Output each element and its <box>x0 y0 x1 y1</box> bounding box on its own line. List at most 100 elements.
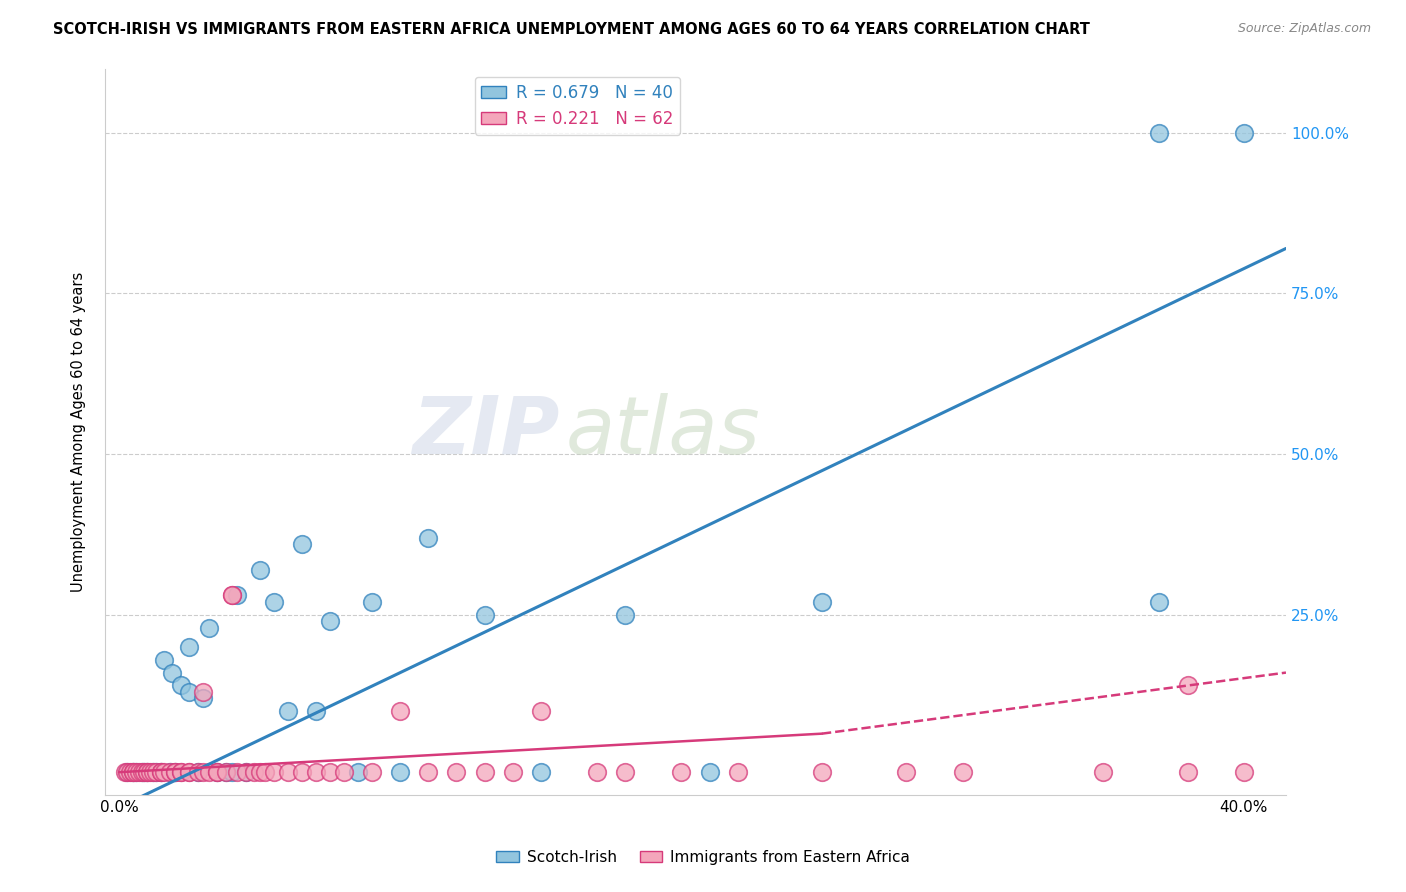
Point <box>170 765 193 780</box>
Legend: R = 0.679   N = 40, R = 0.221   N = 62: R = 0.679 N = 40, R = 0.221 N = 62 <box>474 77 681 135</box>
Point <box>277 704 299 718</box>
Point <box>145 765 167 780</box>
Point <box>389 704 412 718</box>
Point <box>142 765 165 780</box>
Point <box>671 765 693 780</box>
Point <box>614 607 637 622</box>
Point <box>530 765 553 780</box>
Point <box>153 765 176 780</box>
Point <box>139 765 162 780</box>
Point <box>162 665 184 680</box>
Point <box>122 765 145 780</box>
Point <box>474 607 496 622</box>
Point <box>170 765 193 780</box>
Point <box>474 765 496 780</box>
Point <box>179 685 201 699</box>
Point <box>1233 765 1256 780</box>
Point <box>361 765 384 780</box>
Point <box>179 765 201 780</box>
Point <box>291 765 314 780</box>
Point <box>120 765 142 780</box>
Point <box>145 765 167 780</box>
Point <box>165 765 187 780</box>
Point <box>153 653 176 667</box>
Point <box>122 765 145 780</box>
Point <box>361 595 384 609</box>
Point <box>418 765 440 780</box>
Point <box>198 621 221 635</box>
Point <box>221 589 243 603</box>
Point <box>1092 765 1115 780</box>
Point <box>263 765 285 780</box>
Point <box>117 765 139 780</box>
Point <box>305 765 328 780</box>
Point <box>319 765 342 780</box>
Point <box>305 704 328 718</box>
Point <box>159 765 181 780</box>
Point <box>221 765 243 780</box>
Legend: Scotch-Irish, Immigrants from Eastern Africa: Scotch-Irish, Immigrants from Eastern Af… <box>489 844 917 871</box>
Point <box>226 765 249 780</box>
Point <box>333 765 356 780</box>
Point <box>1149 126 1171 140</box>
Point <box>207 765 229 780</box>
Point <box>235 765 257 780</box>
Point <box>136 765 159 780</box>
Point <box>193 685 215 699</box>
Point <box>347 765 370 780</box>
Point <box>136 765 159 780</box>
Point <box>207 765 229 780</box>
Text: atlas: atlas <box>565 392 761 471</box>
Point <box>811 595 834 609</box>
Point <box>215 765 238 780</box>
Point <box>727 765 749 780</box>
Point <box>136 765 159 780</box>
Point <box>291 537 314 551</box>
Point <box>254 765 277 780</box>
Point <box>165 765 187 780</box>
Point <box>530 704 553 718</box>
Point <box>150 765 173 780</box>
Point <box>389 765 412 780</box>
Point <box>207 765 229 780</box>
Point <box>215 765 238 780</box>
Point <box>221 589 243 603</box>
Point <box>179 640 201 654</box>
Point <box>418 531 440 545</box>
Point <box>114 765 136 780</box>
Point <box>193 691 215 706</box>
Point <box>134 765 156 780</box>
Point <box>1233 126 1256 140</box>
Point <box>125 765 148 780</box>
Point <box>446 765 468 780</box>
Point <box>131 765 153 780</box>
Text: Source: ZipAtlas.com: Source: ZipAtlas.com <box>1237 22 1371 36</box>
Point <box>128 765 150 780</box>
Point <box>263 595 285 609</box>
Point <box>134 765 156 780</box>
Point <box>249 765 271 780</box>
Point <box>142 765 165 780</box>
Point <box>122 765 145 780</box>
Point <box>249 563 271 577</box>
Y-axis label: Unemployment Among Ages 60 to 64 years: Unemployment Among Ages 60 to 64 years <box>72 271 86 591</box>
Point <box>187 765 209 780</box>
Text: ZIP: ZIP <box>412 392 560 471</box>
Point <box>586 765 609 780</box>
Point <box>502 765 524 780</box>
Point <box>165 765 187 780</box>
Point <box>1177 765 1199 780</box>
Point <box>226 589 249 603</box>
Point <box>150 765 173 780</box>
Point <box>125 765 148 780</box>
Point <box>243 765 266 780</box>
Point <box>319 614 342 628</box>
Point <box>952 765 974 780</box>
Point <box>811 765 834 780</box>
Point <box>614 765 637 780</box>
Point <box>198 765 221 780</box>
Point <box>699 765 721 780</box>
Point <box>150 765 173 780</box>
Point <box>1149 595 1171 609</box>
Point <box>131 765 153 780</box>
